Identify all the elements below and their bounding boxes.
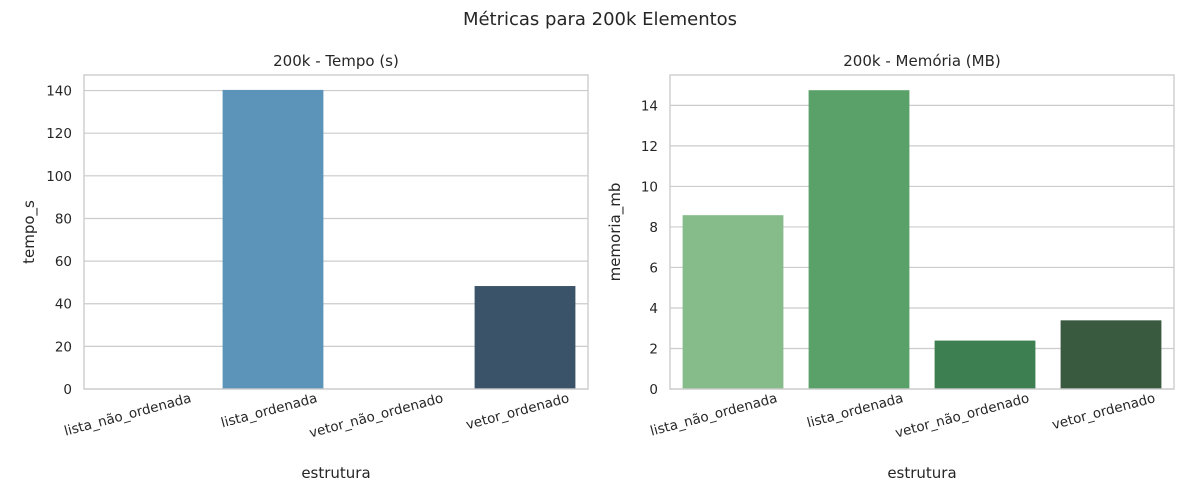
x-axis-label: estrutura: [301, 464, 370, 482]
bar: [474, 286, 576, 389]
x-tick-label: vetor_não_ordenado: [893, 390, 1031, 441]
chart-title: 200k - Memória (MB): [843, 52, 1000, 70]
y-axis-label: memoria_mb: [606, 183, 625, 282]
x-axis-label: estrutura: [887, 464, 956, 482]
bar: [682, 215, 784, 389]
y-axis-label: tempo_s: [20, 200, 39, 264]
x-tick-label: lista_não_ordenada: [63, 390, 193, 439]
y-tick-label: 2: [649, 341, 658, 357]
y-tick-label: 20: [55, 339, 72, 355]
x-tick-label: vetor_não_ordenado: [307, 390, 445, 441]
y-tick-label: 100: [46, 169, 72, 185]
x-tick-label: vetor_ordenado: [1050, 390, 1157, 433]
y-tick-label: 80: [55, 211, 72, 227]
chart-panel-time: 0 20 40 60 80 100 120 140 lista_não_ordenada list…: [20, 52, 589, 482]
y-tick-label: 120: [46, 126, 72, 142]
y-tick-label: 140: [46, 84, 72, 100]
bar: [934, 340, 1036, 389]
x-tick-label: lista_não_ordenada: [649, 390, 779, 439]
x-tick-label: lista_ordenada: [219, 390, 319, 431]
y-tick-label: 0: [649, 382, 658, 398]
y-tick-label: 4: [649, 301, 658, 317]
x-tick-label: lista_ordenada: [805, 390, 905, 431]
bar: [808, 90, 910, 390]
bar: [1060, 320, 1162, 389]
y-tick-label: 0: [63, 382, 72, 398]
y-tick-label: 6: [649, 260, 658, 276]
chart-title: 200k - Tempo (s): [273, 52, 399, 70]
chart-panel-memory: 0 2 4 6 8 10 12 14 lista_não_ordenada lista_orden…: [606, 52, 1175, 482]
figure-title: Métricas para 200k Elementos: [463, 9, 737, 30]
plot-frame: [83, 74, 589, 390]
y-tick-label: 8: [649, 220, 658, 236]
y-tick-label: 60: [55, 254, 72, 270]
y-tick-label: 14: [641, 98, 658, 114]
y-tick-label: 10: [641, 179, 658, 195]
y-tick-label: 40: [55, 297, 72, 313]
y-tick-label: 12: [641, 139, 658, 155]
plot-frame: [669, 74, 1175, 390]
x-tick-label: vetor_ordenado: [464, 390, 571, 433]
bar: [222, 89, 324, 389]
